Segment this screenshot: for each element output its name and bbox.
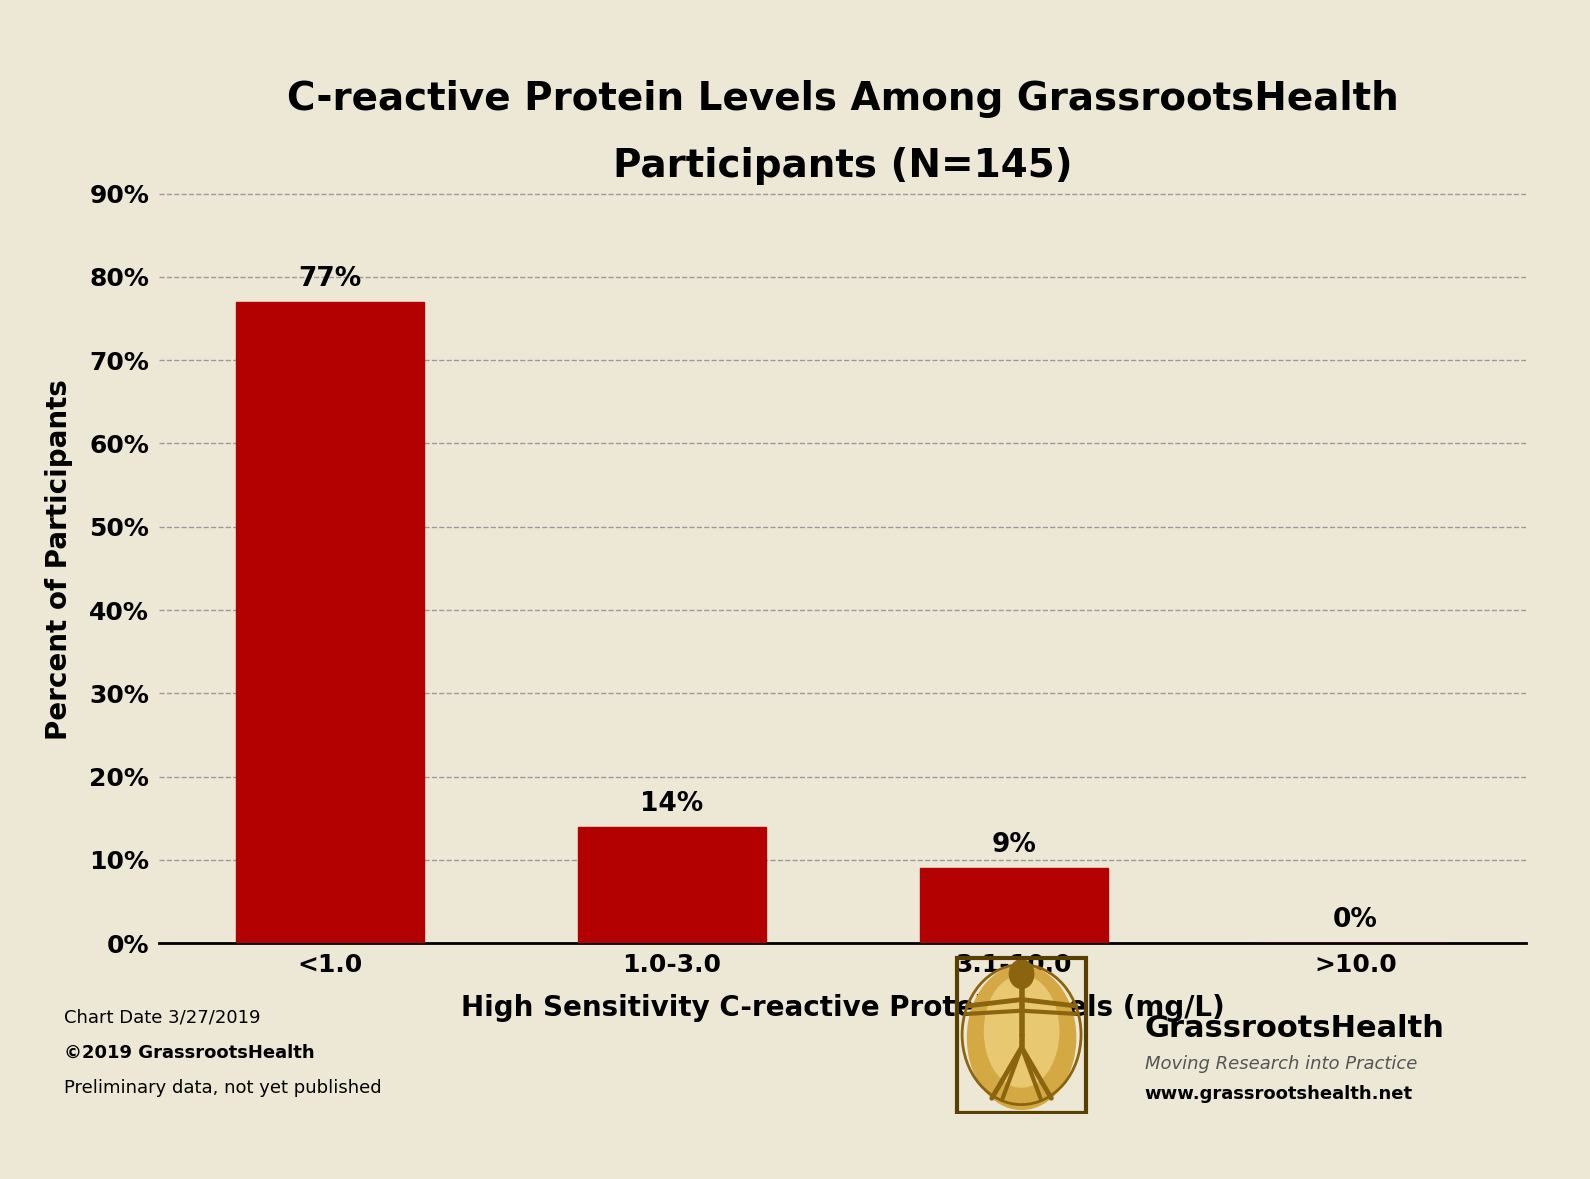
Text: 9%: 9% bbox=[991, 832, 1037, 858]
Text: Participants (N=145): Participants (N=145) bbox=[612, 147, 1073, 185]
Text: ©2019 GrassrootsHealth: ©2019 GrassrootsHealth bbox=[64, 1043, 315, 1061]
Y-axis label: Percent of Participants: Percent of Participants bbox=[45, 380, 73, 740]
Circle shape bbox=[1010, 960, 1034, 988]
Ellipse shape bbox=[967, 966, 1075, 1109]
Text: Preliminary data, not yet published: Preliminary data, not yet published bbox=[64, 1079, 382, 1096]
Text: 14%: 14% bbox=[641, 791, 703, 817]
Bar bbox=[919, 868, 1108, 943]
Bar bbox=[235, 302, 425, 943]
Text: Chart Date 3/27/2019: Chart Date 3/27/2019 bbox=[64, 1008, 261, 1026]
Text: 0%: 0% bbox=[1332, 907, 1379, 934]
Text: C-reactive Protein Levels Among GrassrootsHealth: C-reactive Protein Levels Among Grassroo… bbox=[286, 80, 1399, 118]
Text: 77%: 77% bbox=[299, 265, 361, 292]
Ellipse shape bbox=[984, 976, 1059, 1087]
X-axis label: High Sensitivity C-reactive Protein Levels (mg/L): High Sensitivity C-reactive Protein Leve… bbox=[461, 994, 1224, 1021]
Text: Moving Research into Practice: Moving Research into Practice bbox=[1145, 1055, 1417, 1073]
Text: www.grassrootshealth.net: www.grassrootshealth.net bbox=[1145, 1085, 1414, 1102]
Bar bbox=[577, 826, 766, 943]
Text: GrassrootsHealth: GrassrootsHealth bbox=[1145, 1014, 1445, 1043]
